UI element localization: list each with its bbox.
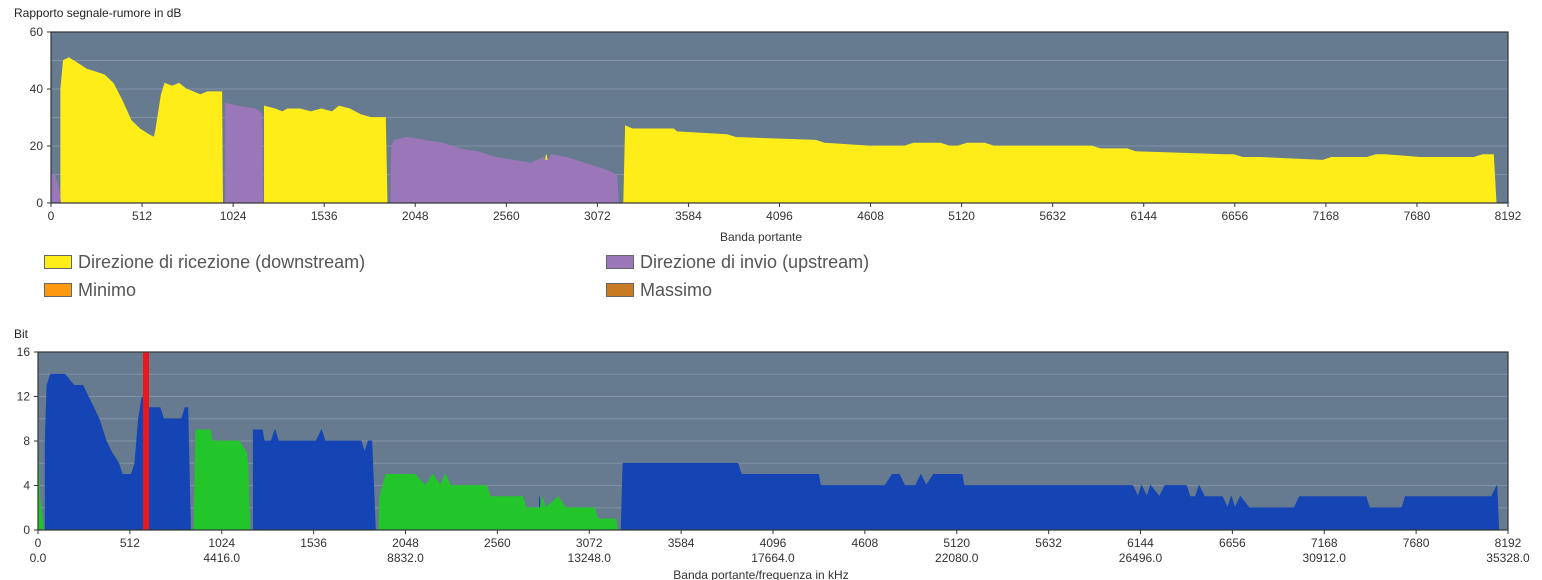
- x-tick-label: 512: [120, 536, 140, 550]
- x-tick-label: 512: [132, 209, 152, 223]
- freq-tick-label: 26496.0: [1119, 551, 1163, 565]
- x-tick-label: 1024: [220, 209, 247, 223]
- freq-tick-label: 22080.0: [935, 551, 979, 565]
- series-0-area-3: [623, 125, 1497, 204]
- bit-series-areas: [37, 373, 1500, 531]
- y-tick-label: 20: [30, 139, 44, 153]
- x-tick-label: 8192: [1495, 536, 1522, 550]
- legend-downstream[interactable]: Direzione di ricezione (downstream): [44, 252, 365, 272]
- snr-y-ticks: 0 20 40 60: [30, 25, 51, 210]
- series-0-area-0: [60, 57, 224, 204]
- x-tick-label: 7168: [1313, 209, 1340, 223]
- series-1-area-2: [378, 473, 619, 531]
- x-tick-label: 8192: [1495, 209, 1522, 223]
- snr-x-ticks: 0 512 1024 1536 2048 2560 3072 3584 4096 4608 5120…: [48, 203, 1522, 223]
- x-tick-label: 7680: [1403, 536, 1430, 550]
- y-tick-label: 60: [30, 25, 44, 39]
- x-tick-label: 1024: [208, 536, 235, 550]
- bit-frequency-ticks: 0.0 4416.0 8832.0 13248.0 17664.0 22080.0 2649…: [30, 551, 1530, 565]
- x-tick-label: 4096: [766, 209, 793, 223]
- snr-chart-xlabel: Banda portante: [720, 230, 802, 244]
- x-tick-label: 5120: [943, 536, 970, 550]
- legend-upstream[interactable]: Direzione di invio (upstream): [606, 252, 869, 272]
- freq-tick-label: 17664.0: [751, 551, 795, 565]
- series-1-area-2: [390, 136, 619, 204]
- bit-marker-line: [143, 352, 150, 530]
- x-tick-label: 7680: [1404, 209, 1431, 223]
- legend-swatch-downstream: [44, 255, 72, 269]
- legend-swatch-minimum: [44, 283, 72, 297]
- series-0-area-1: [263, 105, 388, 204]
- x-tick-label: 7168: [1311, 536, 1338, 550]
- marker-line: [143, 352, 150, 530]
- legend-swatch-maximum: [606, 283, 634, 297]
- series-1-area-1: [193, 429, 251, 531]
- x-tick-label: 2048: [402, 209, 429, 223]
- x-tick-label: 0: [48, 209, 55, 223]
- legend-label-downstream: Direzione di ricezione (downstream): [78, 251, 366, 272]
- bit-chart-ylabel: Bit: [14, 327, 29, 341]
- x-tick-label: 6144: [1127, 536, 1154, 550]
- x-tick-label: 5632: [1035, 536, 1062, 550]
- series-0-area-0: [44, 373, 191, 531]
- snr-series-areas: [50, 57, 1497, 204]
- x-tick-label: 1536: [300, 536, 327, 550]
- legend-maximum[interactable]: Massimo: [606, 280, 712, 300]
- y-tick-label: 4: [23, 479, 30, 493]
- x-tick-label: 3584: [675, 209, 702, 223]
- x-tick-label: 2048: [392, 536, 419, 550]
- x-tick-label: 6656: [1221, 209, 1248, 223]
- x-tick-label: 2560: [493, 209, 520, 223]
- freq-tick-label: 4416.0: [203, 551, 240, 565]
- legend-label-maximum: Massimo: [640, 279, 713, 300]
- freq-tick-label: 8832.0: [387, 551, 424, 565]
- x-tick-label: 5632: [1039, 209, 1066, 223]
- legend-minimum[interactable]: Minimo: [44, 280, 136, 300]
- bit-chart: Bit 0 4 8 12 16 0 512 1024 1536 2048 2560 3072 3584…: [14, 327, 1530, 580]
- legend-label-upstream: Direzione di invio (upstream): [640, 251, 870, 272]
- freq-tick-label: 0.0: [30, 551, 47, 565]
- freq-tick-label: 13248.0: [568, 551, 612, 565]
- x-tick-label: 4608: [852, 536, 879, 550]
- freq-tick-label: 35328.0: [1486, 551, 1530, 565]
- y-tick-label: 40: [30, 82, 44, 96]
- x-tick-label: 6656: [1219, 536, 1246, 550]
- x-tick-label: 4608: [857, 209, 884, 223]
- series-0-area-1: [252, 428, 376, 531]
- x-tick-label: 3072: [576, 536, 603, 550]
- bit-chart-xlabel: Banda portante/frequenza in kHz: [673, 568, 848, 580]
- y-tick-label: 0: [23, 523, 30, 537]
- snr-legend: Direzione di ricezione (downstream) Dire…: [44, 250, 1244, 306]
- x-tick-label: 1536: [311, 209, 338, 223]
- y-tick-label: 0: [36, 196, 43, 210]
- x-tick-label: 6144: [1130, 209, 1157, 223]
- x-tick-label: 2560: [484, 536, 511, 550]
- x-tick-label: 5120: [948, 209, 975, 223]
- legend-swatch-upstream: [606, 255, 634, 269]
- y-tick-label: 16: [17, 345, 31, 359]
- y-tick-label: 8: [23, 434, 30, 448]
- legend-label-minimum: Minimo: [78, 279, 137, 300]
- x-tick-label: 0: [35, 536, 42, 550]
- freq-tick-label: 30912.0: [1303, 551, 1347, 565]
- snr-chart-ylabel: Rapporto segnale-rumore in dB: [14, 6, 181, 20]
- series-1-area-1: [224, 102, 264, 204]
- x-tick-label: 3072: [584, 209, 611, 223]
- series-0-area-3: [620, 462, 1500, 531]
- x-tick-label: 4096: [760, 536, 787, 550]
- snr-chart: Rapporto segnale-rumore in dB 0 20 40 60 0 5…: [14, 6, 1522, 244]
- bit-x-ticks: 0 512 1024 1536 2048 2560 3072 3584 4096 4608 5120…: [35, 530, 1522, 550]
- x-tick-label: 3584: [668, 536, 695, 550]
- y-tick-label: 12: [17, 390, 31, 404]
- bit-y-ticks: 0 4 8 12 16: [17, 345, 38, 537]
